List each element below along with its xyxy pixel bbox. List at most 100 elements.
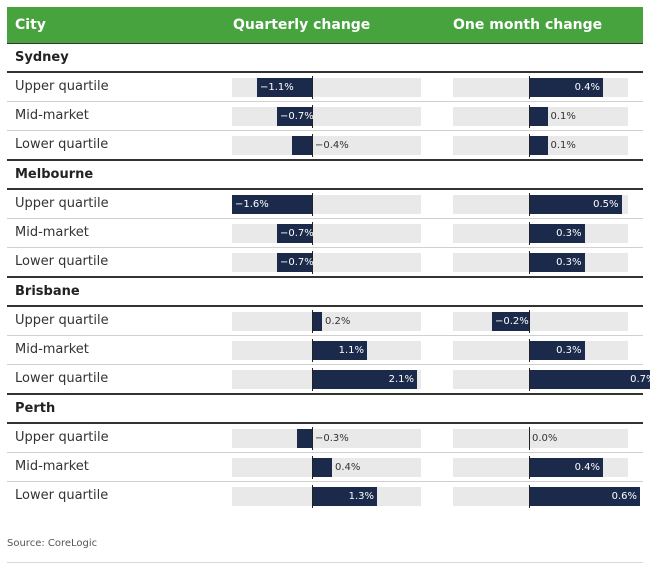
monthly-bar-track: 0.3% (453, 222, 628, 245)
zero-axis-line (312, 310, 313, 333)
quarterly-bar-track: −0.7% (232, 222, 421, 245)
quarterly-bar-track: −0.3% (232, 427, 421, 450)
monthly-bar-track: 0.0% (453, 427, 628, 450)
zero-axis-line (312, 193, 313, 216)
monthly-bar-track: 0.4% (453, 76, 628, 99)
monthly-change-bar (529, 195, 622, 214)
market-segment-label: Lower quartile (15, 488, 109, 503)
quarterly-change-bar (312, 458, 332, 477)
quarterly-bar-track: 1.1% (232, 339, 421, 362)
zero-axis-line (312, 76, 313, 99)
market-segment-label: Upper quartile (15, 79, 109, 94)
quarterly-bar-track: 0.4% (232, 456, 421, 479)
monthly-change-bar (529, 136, 548, 155)
market-segment-label: Mid-market (15, 342, 89, 357)
monthly-change-bar (529, 370, 650, 389)
table-row: Mid-market 1.1% 0.3% (7, 335, 643, 364)
market-segment-label: Lower quartile (15, 137, 109, 152)
city-name: Melbourne (15, 167, 94, 182)
table-row: Mid-market 0.4% 0.4% (7, 452, 643, 481)
table-row: Mid-market −0.7% 0.3% (7, 218, 643, 247)
zero-axis-line (312, 456, 313, 479)
monthly-value-label: 0.1% (550, 111, 576, 122)
zero-axis-line (312, 485, 313, 508)
zero-axis-line (529, 193, 530, 216)
monthly-value-label: 0.4% (574, 462, 600, 473)
city-name: Perth (15, 401, 56, 416)
zero-axis-line (529, 251, 530, 274)
table-row: Upper quartile −0.3% 0.0% (7, 422, 643, 452)
quarterly-bar-track: −0.7% (232, 105, 421, 128)
quarterly-bar-track: −1.1% (232, 76, 421, 99)
zero-axis-line (529, 427, 530, 450)
monthly-change-bar (529, 78, 603, 97)
table-row: Upper quartile −1.1% 0.4% (7, 71, 643, 101)
table-row: Lower quartile −0.7% 0.3% (7, 247, 643, 276)
quarterly-change-bar (292, 136, 312, 155)
monthly-value-label: 0.0% (532, 433, 558, 444)
quarterly-change-bar (312, 487, 377, 506)
market-segment-label: Lower quartile (15, 254, 109, 269)
city-name: Brisbane (15, 284, 80, 299)
city-name: Sydney (15, 50, 69, 65)
monthly-bar-track: −0.2% (453, 310, 628, 333)
zero-axis-line (312, 427, 313, 450)
monthly-bar-track: 0.6% (453, 485, 640, 508)
city-group-header: Melbourne (7, 159, 643, 188)
quarterly-value-label: −0.3% (315, 433, 349, 444)
monthly-bar-track: 0.3% (453, 339, 628, 362)
city-group-header: Perth (7, 393, 643, 422)
city-group-header: Brisbane (7, 276, 643, 305)
city-group-header: Sydney (7, 43, 643, 71)
table-header: City Quarterly change One month change (7, 7, 643, 43)
market-segment-label: Upper quartile (15, 430, 109, 445)
monthly-bar-track: 0.1% (453, 134, 628, 157)
quarterly-value-label: −0.7% (280, 228, 314, 239)
monthly-change-bar (529, 224, 585, 243)
quarterly-bar-track: 0.2% (232, 310, 421, 333)
quarterly-change-bar (312, 312, 322, 331)
market-segment-label: Lower quartile (15, 371, 109, 386)
monthly-value-label: 0.6% (611, 491, 637, 502)
monthly-bar-track: 0.4% (453, 456, 628, 479)
monthly-change-bar (529, 107, 548, 126)
monthly-bar-track: 0.7% (453, 368, 650, 391)
monthly-change-column-header: One month change (453, 17, 603, 33)
quarterly-change-bar (257, 78, 312, 97)
quarterly-change-bar (277, 253, 312, 272)
zero-axis-line (312, 105, 313, 128)
table-row: Mid-market −0.7% 0.1% (7, 101, 643, 130)
table-row: Lower quartile 1.3% 0.6% (7, 481, 643, 510)
monthly-change-bar (492, 312, 529, 331)
quarterly-change-bar (277, 107, 312, 126)
monthly-change-bar (529, 253, 585, 272)
quarterly-bar-track: 1.3% (232, 485, 421, 508)
monthly-bar-track: 0.5% (453, 193, 628, 216)
zero-axis-line (312, 222, 313, 245)
city-column-header: City (15, 17, 46, 33)
quarterly-value-label: −0.4% (315, 140, 349, 151)
monthly-value-label: 0.3% (556, 345, 582, 356)
monthly-value-label: 0.3% (556, 257, 582, 268)
quarterly-change-bar (232, 195, 312, 214)
quarterly-change-column-header: Quarterly change (233, 17, 371, 33)
monthly-value-label: 0.1% (550, 140, 576, 151)
monthly-change-bar (529, 487, 640, 506)
zero-axis-line (312, 134, 313, 157)
market-segment-label: Mid-market (15, 225, 89, 240)
change-table: City Quarterly change One month change S… (7, 7, 650, 510)
monthly-change-bar (529, 458, 603, 477)
zero-axis-line (529, 134, 530, 157)
table-row: Lower quartile 2.1% 0.7% (7, 364, 650, 393)
monthly-value-label: 0.7% (630, 374, 650, 385)
zero-axis-line (529, 368, 530, 391)
quarterly-value-label: 0.2% (325, 316, 351, 327)
monthly-bar-track: 0.3% (453, 251, 628, 274)
quarterly-change-bar (277, 224, 312, 243)
zero-axis-line (529, 310, 530, 333)
zero-axis-line (529, 456, 530, 479)
zero-axis-line (312, 368, 313, 391)
zero-axis-line (529, 485, 530, 508)
table-body: Sydney Upper quartile −1.1% 0.4% Mid-market −… (7, 43, 650, 510)
quarterly-change-bar (312, 341, 367, 360)
